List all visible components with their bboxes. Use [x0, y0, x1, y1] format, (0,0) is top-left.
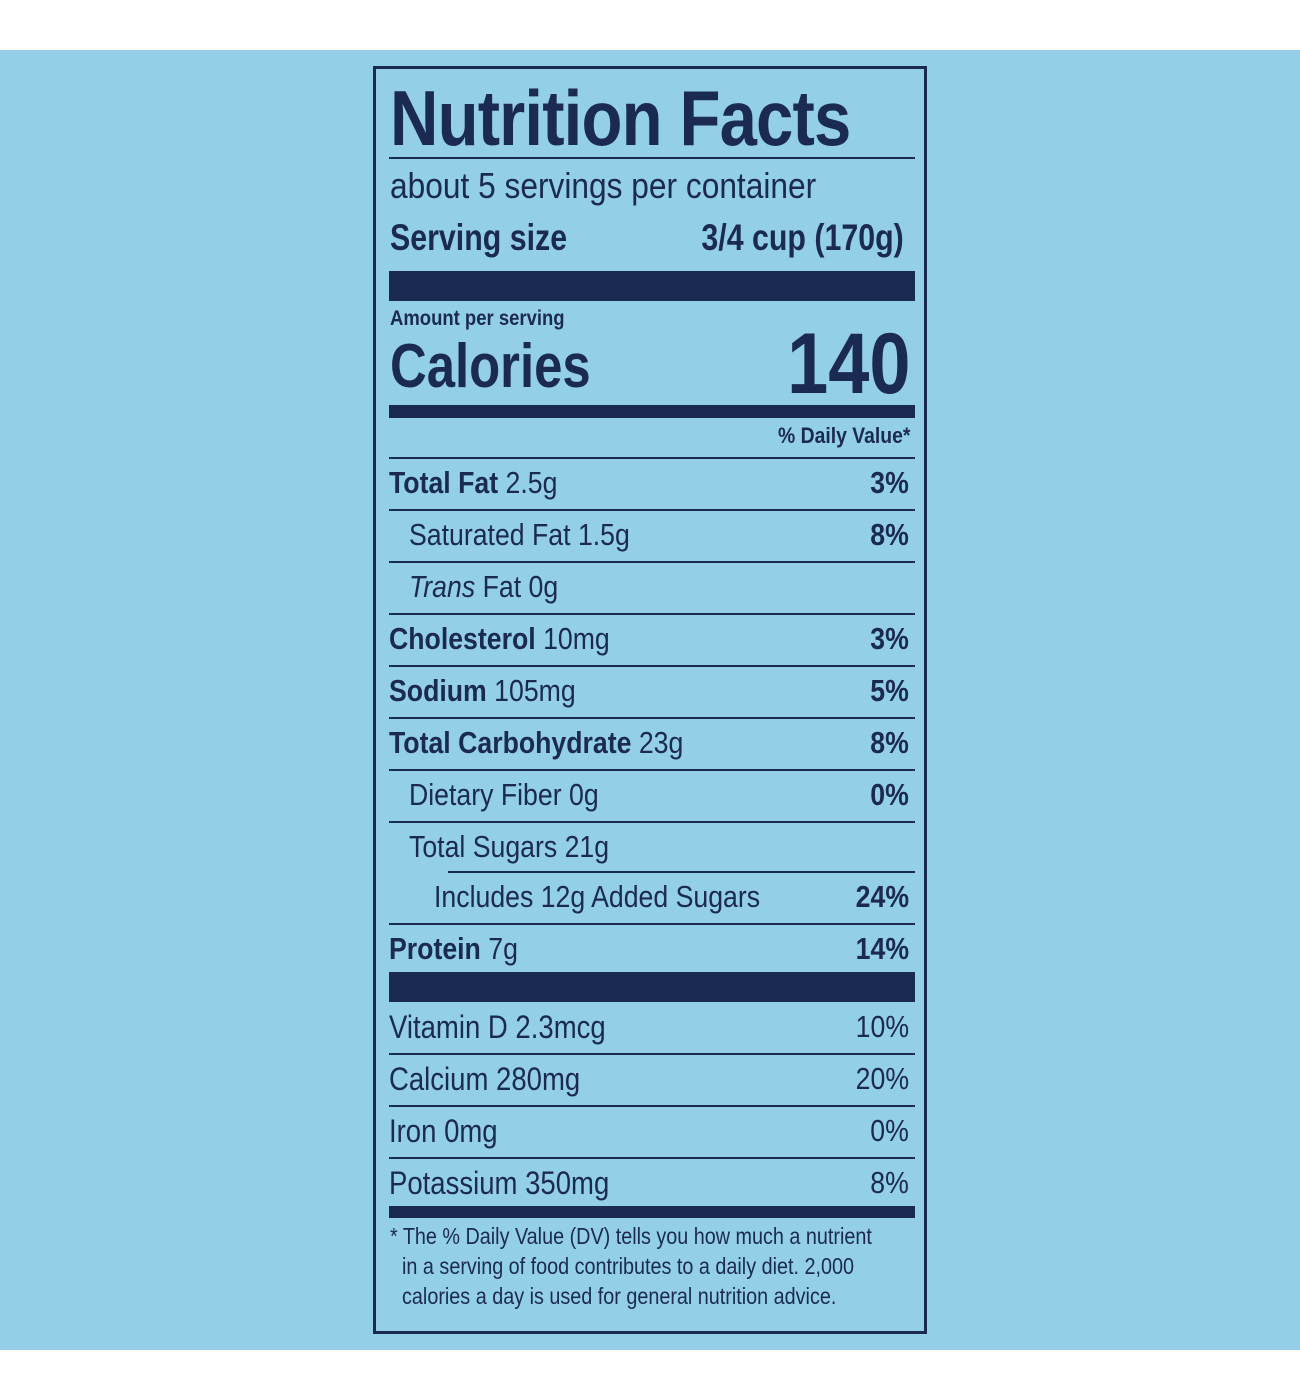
footnote-line: in a serving of food contributes to a da…: [402, 1253, 854, 1279]
nutrient-row-total-fat: Total Fat 2.5g 3%: [389, 459, 915, 510]
nutrient-amount: 7g: [488, 931, 518, 966]
footnote-line: calories a day is used for general nutri…: [402, 1283, 837, 1309]
nutrient-row-saturated-fat: Saturated Fat 1.5g 8%: [389, 511, 915, 562]
nutrient-dv: 24%: [855, 879, 909, 914]
vitamin-dv: 20%: [855, 1061, 909, 1096]
nutrient-row-protein: Protein 7g 14%: [389, 925, 915, 976]
divider-thin: [389, 457, 915, 459]
nutrient-name: Total Fat: [389, 465, 499, 500]
nutrient-label: Saturated Fat 1.5g: [409, 517, 630, 552]
divider-thick: [389, 271, 915, 301]
servings-per-container: about 5 servings per container: [390, 165, 817, 206]
nutrient-amount: 10mg: [543, 621, 610, 656]
divider-thin: [389, 613, 915, 615]
divider-medium: [389, 1206, 915, 1218]
vitamin-dv: 8%: [870, 1165, 909, 1200]
nutrient-dv: 3%: [870, 621, 909, 656]
panel-title: Nutrition Facts: [390, 74, 851, 162]
divider-thin: [448, 871, 915, 873]
footnote-line: * The % Daily Value (DV) tells you how m…: [390, 1223, 872, 1249]
divider-thin: [389, 769, 915, 771]
divider-thin: [389, 1157, 915, 1159]
nutrient-row-total-sugars: Total Sugars 21g: [389, 823, 915, 874]
divider-thin: [389, 561, 915, 563]
nutrient-row-added-sugars: Includes 12g Added Sugars 24%: [389, 873, 915, 924]
nutrient-dv: 3%: [870, 465, 909, 500]
nutrient-amount: 105mg: [494, 673, 576, 708]
nutrient-row-sodium: Sodium 105mg 5%: [389, 667, 915, 718]
calories-value: 140: [786, 316, 910, 412]
nutrient-label: Cholesterol 10mg: [389, 621, 610, 657]
divider-thin: [389, 665, 915, 667]
divider-thin: [389, 923, 915, 925]
vitamin-dv: 10%: [855, 1009, 909, 1044]
amount-per-serving: Amount per serving: [390, 307, 565, 330]
nutrient-label: Total Fat 2.5g: [389, 465, 557, 501]
nutrient-name: Total Carbohydrate: [389, 725, 632, 760]
divider-medium: [389, 405, 915, 418]
nutrient-label: Total Sugars 21g: [409, 829, 610, 864]
label-background: [0, 50, 1300, 1350]
daily-value-header: % Daily Value*: [777, 423, 910, 448]
divider-thin: [389, 157, 915, 159]
nutrient-name: Fat 0g: [482, 569, 559, 604]
nutrient-amount: 23g: [638, 725, 684, 760]
nutrient-label: Dietary Fiber 0g: [409, 777, 599, 812]
nutrient-name: Protein: [389, 931, 481, 966]
divider-thin: [389, 717, 915, 719]
nutrition-facts-panel: Nutrition Facts about 5 servings per con…: [373, 66, 927, 1334]
vitamin-label: Potassium 350mg: [389, 1165, 610, 1201]
vitamin-label: Vitamin D 2.3mcg: [389, 1009, 606, 1045]
nutrient-row-cholesterol: Cholesterol 10mg 3%: [389, 615, 915, 666]
nutrient-name: Sodium: [389, 673, 487, 708]
nutrient-row-total-carbohydrate: Total Carbohydrate 23g 8%: [389, 719, 915, 770]
vitamin-row-iron: Iron 0mg 0%: [389, 1107, 915, 1158]
nutrient-dv: 8%: [870, 725, 909, 760]
nutrient-label: Total Carbohydrate 23g: [389, 725, 683, 761]
serving-size-label: Serving size: [390, 217, 568, 258]
nutrient-row-trans-fat: Trans Fat 0g: [389, 563, 915, 614]
nutrient-name: Cholesterol: [389, 621, 536, 656]
vitamin-row-potassium: Potassium 350mg 8%: [389, 1159, 915, 1210]
nutrient-dv: 14%: [855, 931, 909, 966]
nutrient-label: Sodium 105mg: [389, 673, 576, 709]
nutrient-dv: 8%: [870, 517, 909, 552]
divider-thin: [389, 821, 915, 823]
nutrient-prefix: Trans: [409, 569, 476, 604]
nutrient-row-dietary-fiber: Dietary Fiber 0g 0%: [389, 771, 915, 822]
nutrient-dv: 5%: [870, 673, 909, 708]
divider-thin: [389, 509, 915, 511]
nutrient-label: Protein 7g: [389, 931, 518, 967]
nutrient-dv: 0%: [870, 777, 909, 812]
calories-label: Calories: [390, 332, 591, 401]
vitamin-dv: 0%: [870, 1113, 909, 1148]
serving-size-value: 3/4 cup (170g): [701, 217, 904, 258]
divider-thick: [389, 972, 915, 1002]
vitamin-row-vitamin-d: Vitamin D 2.3mcg 10%: [389, 1003, 915, 1054]
vitamin-label: Iron 0mg: [389, 1113, 498, 1149]
vitamin-row-calcium: Calcium 280mg 20%: [389, 1055, 915, 1106]
footnote: * The % Daily Value (DV) tells you how m…: [390, 1221, 872, 1311]
divider-thin: [389, 1105, 915, 1107]
divider-thin: [389, 1053, 915, 1055]
nutrient-label: Trans Fat 0g: [409, 569, 558, 605]
vitamin-label: Calcium 280mg: [389, 1061, 581, 1097]
nutrient-label: Includes 12g Added Sugars: [434, 879, 761, 914]
nutrient-amount: 2.5g: [505, 465, 558, 500]
